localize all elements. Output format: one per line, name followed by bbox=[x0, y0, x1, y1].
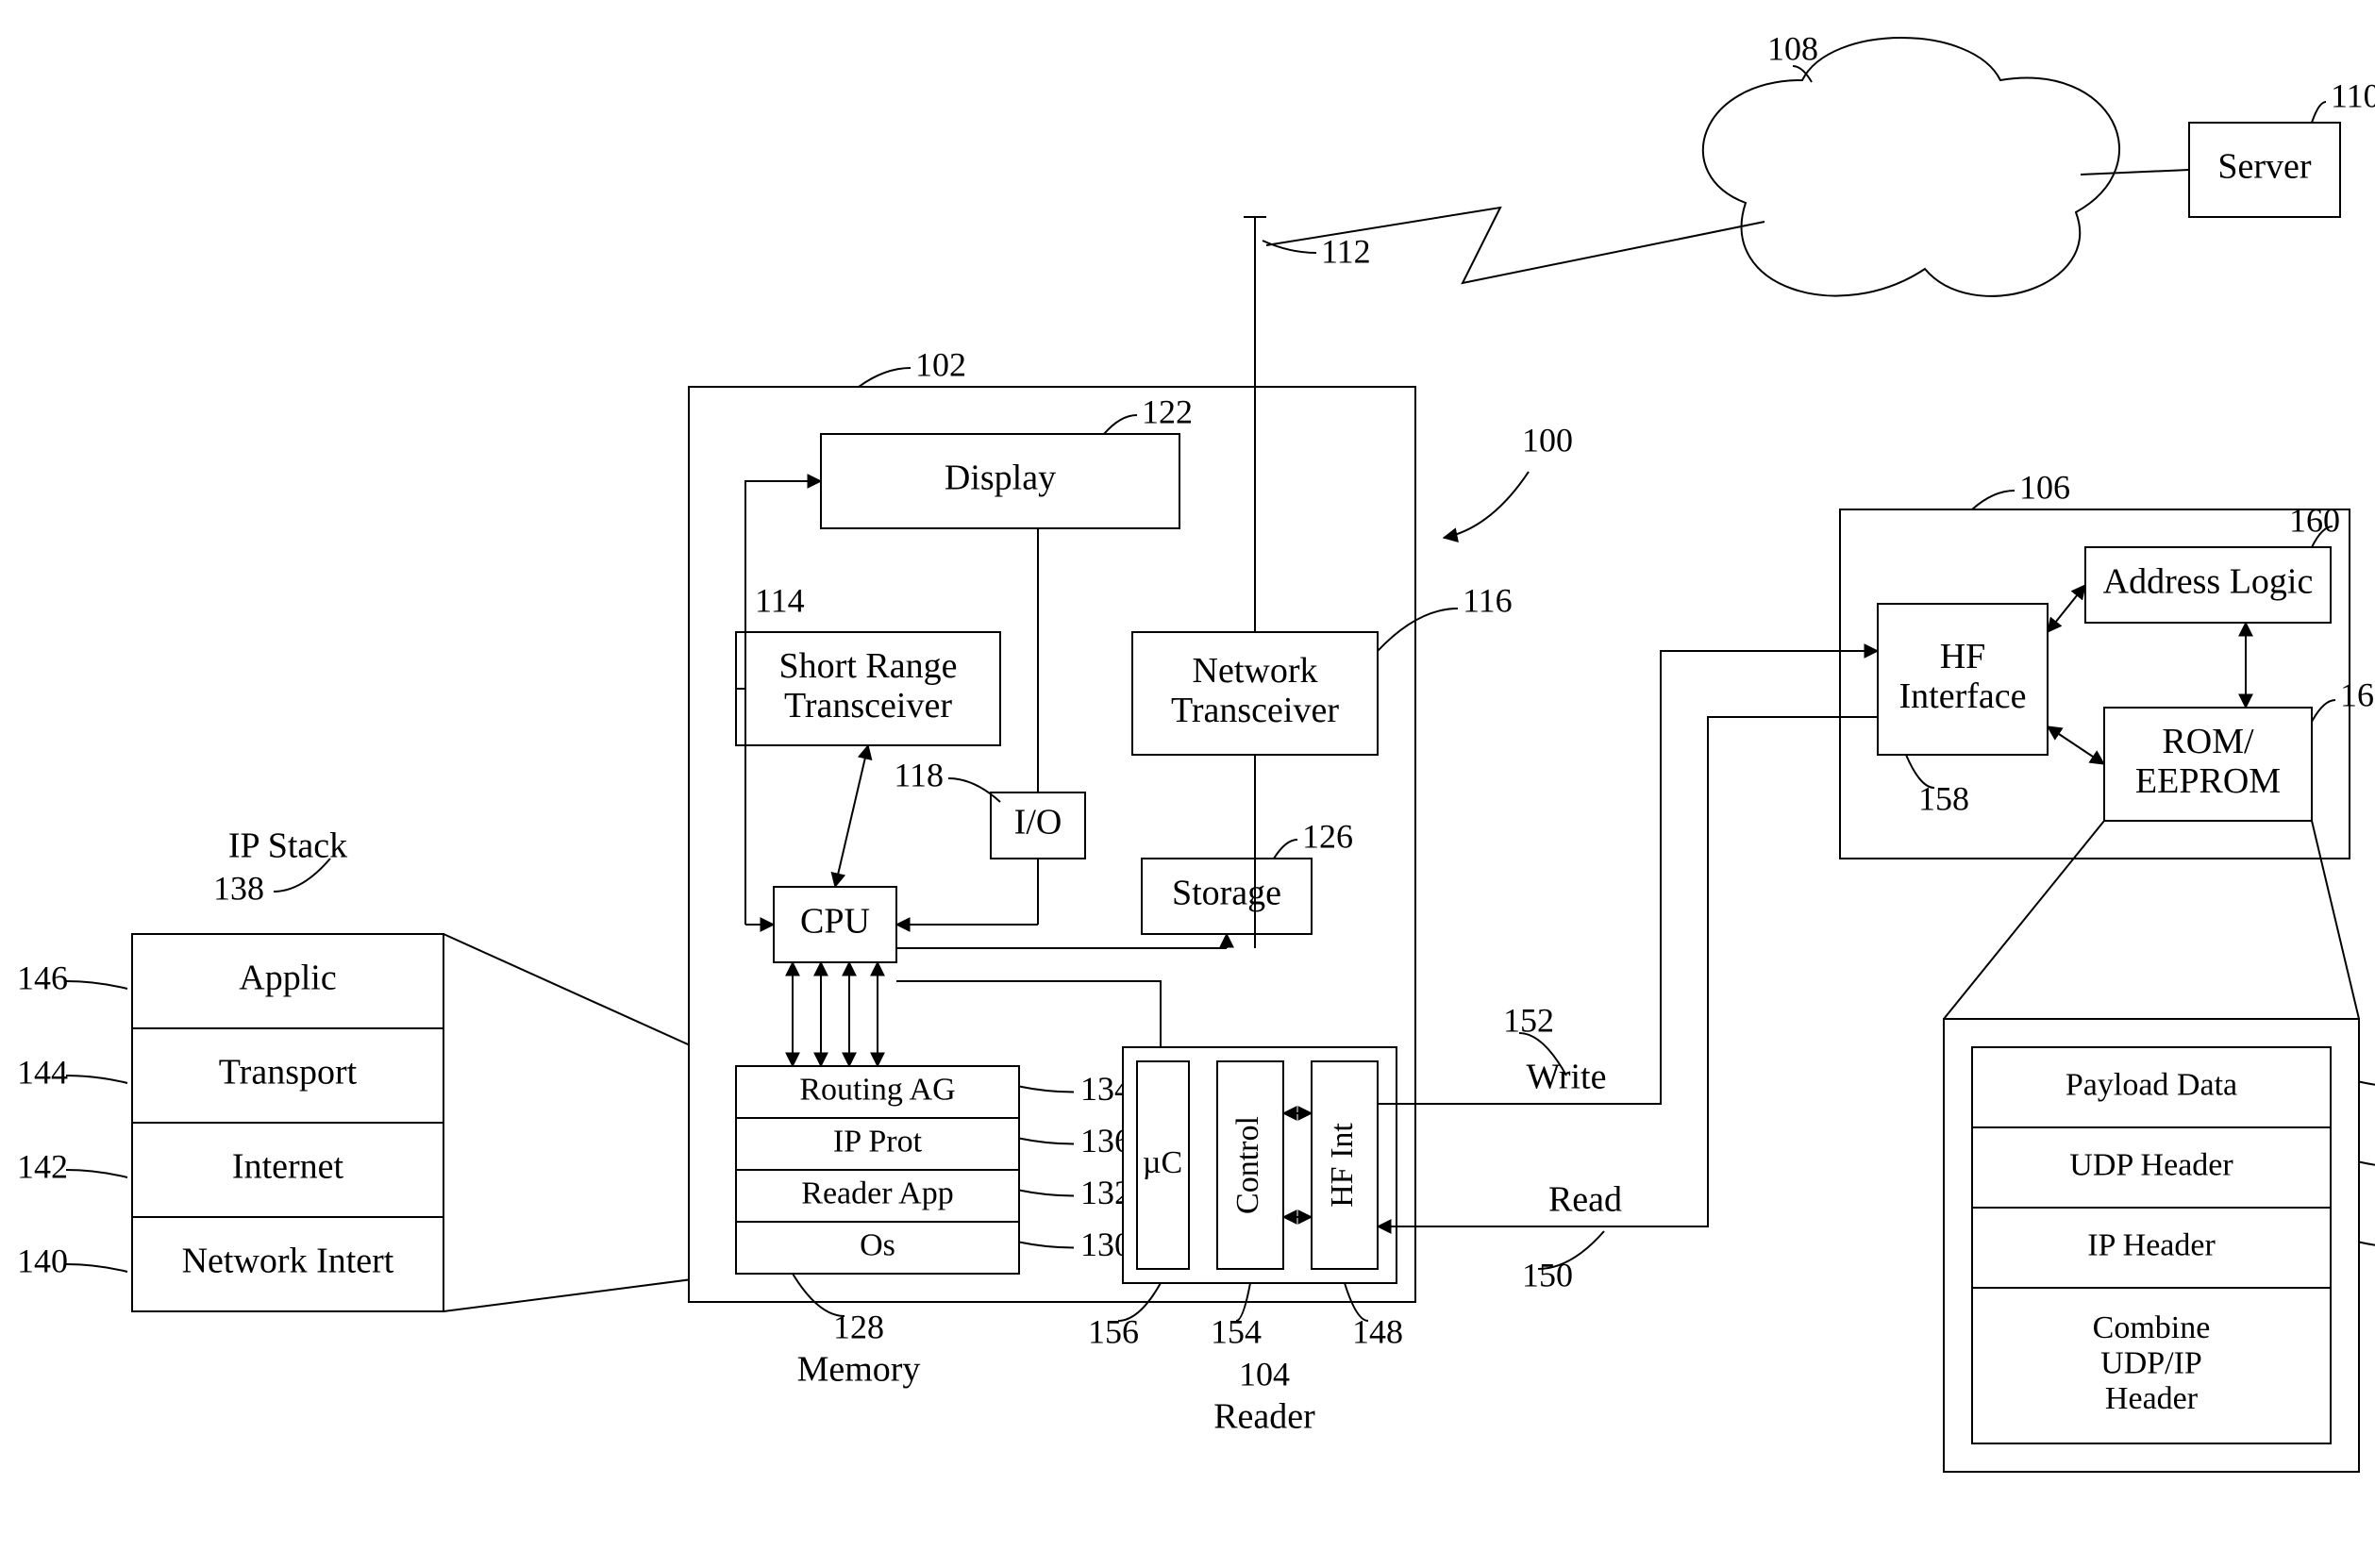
ref-106: 106 bbox=[2019, 468, 2070, 506]
ref-108: 108 bbox=[1767, 29, 1818, 67]
mem-row: Os bbox=[860, 1227, 895, 1262]
ref-100: 100 bbox=[1522, 421, 1573, 459]
ref-102: 102 bbox=[915, 345, 966, 383]
ref-116: 116 bbox=[1463, 581, 1513, 619]
svg-text:Control: Control bbox=[1230, 1116, 1265, 1214]
server-label: Server bbox=[2217, 147, 2312, 187]
ip-stack-row: Transport bbox=[219, 1053, 358, 1093]
rom-detail-row: Payload Data bbox=[2066, 1067, 2237, 1102]
ref-160: 160 bbox=[2289, 501, 2340, 539]
ref-142: 142 bbox=[17, 1147, 68, 1185]
ref-146: 146 bbox=[17, 959, 68, 996]
ref-154: 154 bbox=[1211, 1312, 1262, 1350]
ref-114: 114 bbox=[755, 581, 805, 619]
ref-144: 144 bbox=[17, 1053, 68, 1091]
uc-label: µC bbox=[1143, 1145, 1182, 1180]
cpu-label: CPU bbox=[800, 902, 870, 942]
ref-104: 104 bbox=[1239, 1355, 1290, 1393]
io-label: I/O bbox=[1014, 803, 1062, 842]
read-label: Read bbox=[1548, 1180, 1622, 1220]
ip-stack-row: Applic bbox=[239, 959, 336, 998]
ref-138: 138 bbox=[213, 869, 264, 907]
ref-140: 140 bbox=[17, 1242, 68, 1279]
rom-detail-row: IP Header bbox=[2087, 1227, 2216, 1262]
ref-112: 112 bbox=[1321, 232, 1371, 270]
mem-row: Reader App bbox=[801, 1176, 953, 1210]
ref-118: 118 bbox=[894, 756, 944, 793]
ref-148: 148 bbox=[1352, 1312, 1403, 1350]
rom-detail-row: UDP Header bbox=[2069, 1147, 2233, 1182]
ref-122: 122 bbox=[1142, 392, 1193, 430]
mem-row: IP Prot bbox=[833, 1124, 923, 1159]
memory-label: Memory bbox=[797, 1350, 921, 1390]
ref-110: 110 bbox=[2331, 76, 2375, 114]
mem-row: Routing AG bbox=[799, 1072, 955, 1107]
ref-152: 152 bbox=[1503, 1001, 1554, 1039]
write-label: Write bbox=[1527, 1058, 1607, 1097]
nt-label: NetworkTransceiver bbox=[1171, 651, 1339, 730]
addr-label: Address Logic bbox=[2103, 562, 2314, 602]
ref-126: 126 bbox=[1302, 817, 1353, 855]
srt-label: Short RangeTransceiver bbox=[779, 646, 958, 726]
svg-text:HF Int: HF Int bbox=[1325, 1123, 1360, 1208]
reader-label: Reader bbox=[1213, 1397, 1315, 1437]
ref-162: 162 bbox=[2340, 676, 2375, 713]
ip-stack-row: Internet bbox=[232, 1147, 344, 1187]
rom-detail-row: CombineUDP/IPHeader bbox=[2093, 1310, 2211, 1416]
ref-128: 128 bbox=[833, 1308, 884, 1345]
display-label: Display bbox=[945, 459, 1056, 498]
storage-label: Storage bbox=[1172, 874, 1281, 913]
ip-stack-row: Network Intert bbox=[182, 1242, 394, 1281]
